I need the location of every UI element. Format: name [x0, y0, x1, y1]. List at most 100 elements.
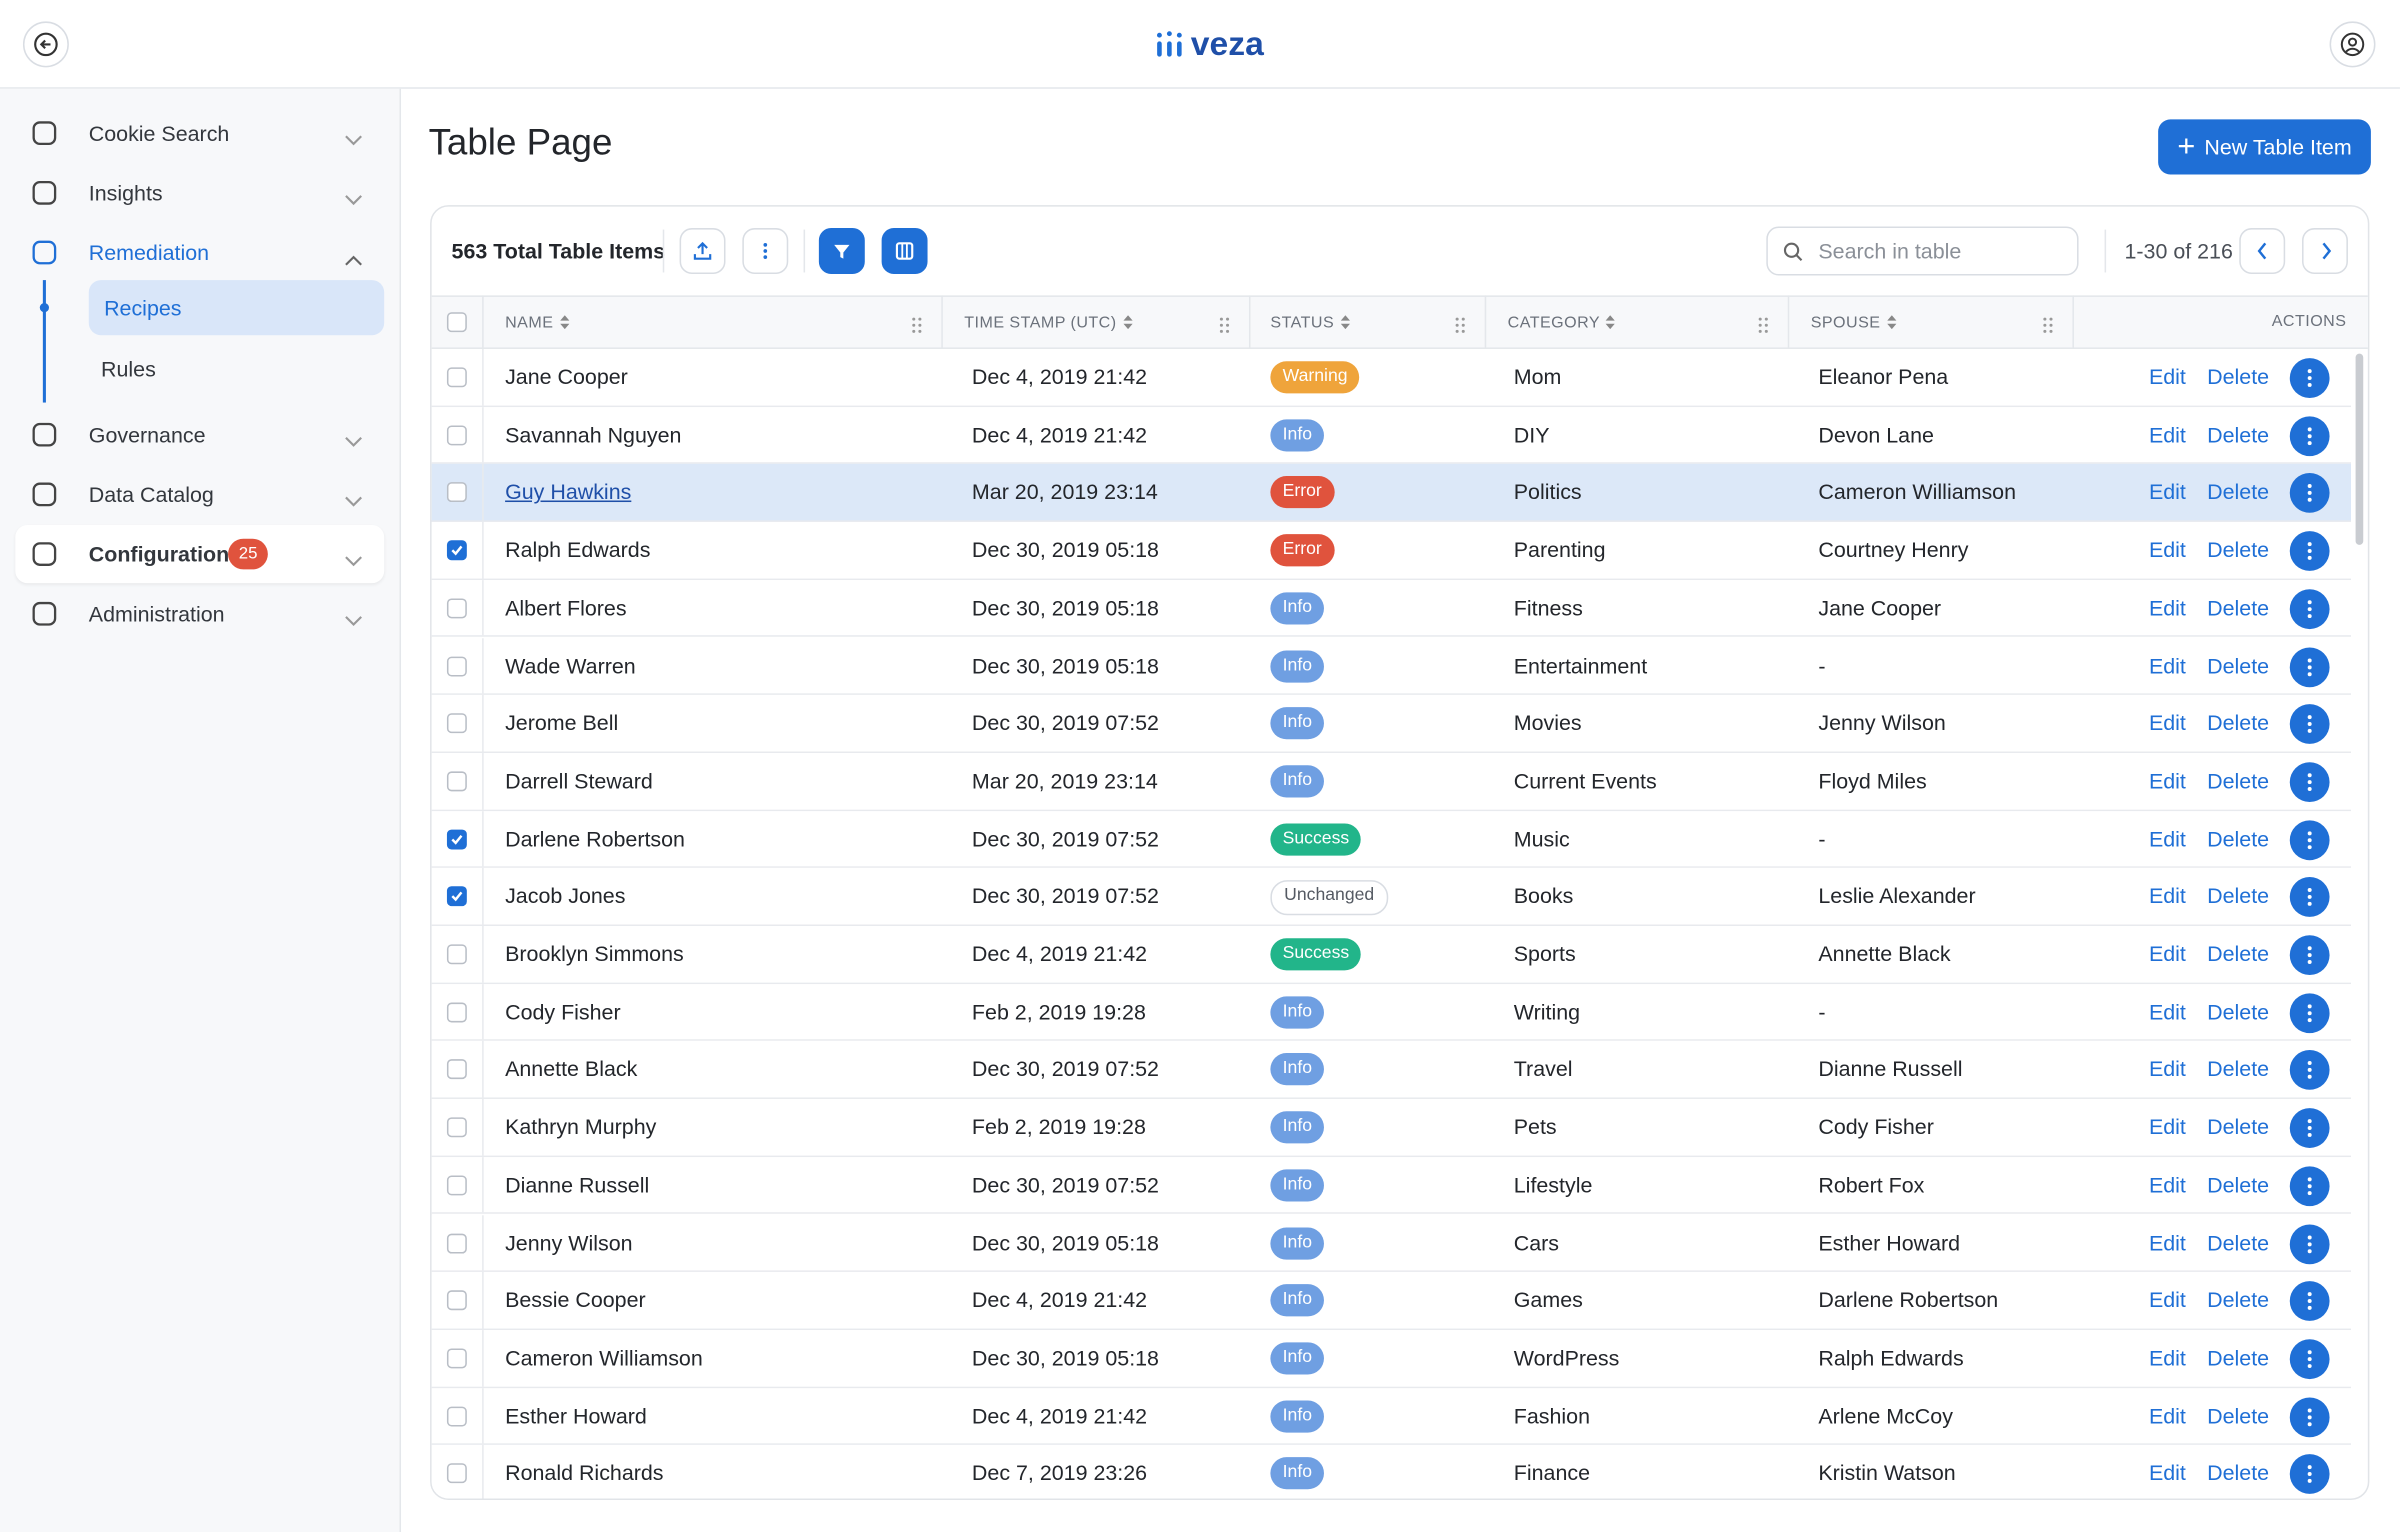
edit-action[interactable]: Edit: [2148, 941, 2186, 966]
column-header[interactable]: TIME STAMP (UTC): [964, 295, 1132, 349]
delete-action[interactable]: Delete: [2207, 710, 2270, 735]
row-checkbox[interactable]: [446, 1232, 467, 1253]
delete-action[interactable]: Delete: [2207, 595, 2270, 620]
row-menu-button[interactable]: [2289, 1281, 2330, 1322]
column-header[interactable]: CATEGORY: [1508, 295, 1616, 349]
row-checkbox[interactable]: [446, 655, 467, 676]
edit-action[interactable]: Edit: [2148, 421, 2186, 447]
row-checkbox[interactable]: [446, 944, 467, 965]
edit-action[interactable]: Edit: [2148, 768, 2186, 793]
delete-action[interactable]: Delete: [2207, 941, 2270, 966]
row-checkbox[interactable]: [446, 598, 467, 619]
row-menu-button[interactable]: [2289, 1166, 2330, 1206]
row-checkbox[interactable]: [446, 713, 467, 734]
toolbar-button[interactable]: [679, 228, 726, 274]
edit-action[interactable]: Edit: [2148, 825, 2186, 851]
edit-action[interactable]: Edit: [2148, 1056, 2186, 1082]
delete-action[interactable]: Delete: [2207, 652, 2270, 678]
nav-item[interactable]: Insights: [15, 164, 384, 222]
back-button[interactable]: [22, 21, 69, 68]
edit-action[interactable]: Edit: [2148, 710, 2186, 735]
nav-item[interactable]: Data Catalog: [15, 465, 384, 523]
row-menu-button[interactable]: [2289, 992, 2330, 1033]
row-menu-button[interactable]: [2289, 1223, 2330, 1264]
name-cell[interactable]: Guy Hawkins: [505, 479, 632, 505]
delete-action[interactable]: Delete: [2207, 1460, 2270, 1486]
row-menu-button[interactable]: [2289, 358, 2330, 398]
column-header[interactable]: NAME: [505, 295, 569, 349]
column-header[interactable]: SPOUSE: [1811, 295, 1896, 349]
edit-action[interactable]: Edit: [2148, 1345, 2186, 1370]
delete-action[interactable]: Delete: [2207, 1402, 2270, 1428]
column-header[interactable]: STATUS: [1270, 295, 1350, 349]
row-checkbox[interactable]: [446, 367, 467, 388]
new-item-button[interactable]: + New Table Item: [2158, 119, 2371, 175]
nav-item[interactable]: Cookie Search: [15, 104, 384, 162]
delete-action[interactable]: Delete: [2207, 1056, 2270, 1082]
edit-action[interactable]: Edit: [2148, 999, 2186, 1024]
row-checkbox[interactable]: [446, 1348, 467, 1369]
edit-action[interactable]: Edit: [2148, 883, 2186, 909]
row-menu-button[interactable]: [2289, 877, 2330, 918]
edit-action[interactable]: Edit: [2148, 1229, 2186, 1255]
edit-action[interactable]: Edit: [2148, 364, 2186, 389]
search-box[interactable]: Search in table: [1766, 226, 2079, 276]
nav-item[interactable]: Configuration 25: [15, 524, 385, 584]
delete-action[interactable]: Delete: [2207, 421, 2270, 447]
row-checkbox[interactable]: [446, 1290, 467, 1311]
header-checkbox[interactable]: [446, 312, 467, 333]
page-button[interactable]: [2302, 228, 2348, 274]
page-button[interactable]: [2239, 228, 2286, 274]
delete-action[interactable]: Delete: [2207, 1172, 2270, 1197]
row-menu-button[interactable]: [2289, 935, 2330, 975]
toolbar-button[interactable]: [742, 228, 789, 274]
row-checkbox[interactable]: [446, 540, 467, 561]
delete-action[interactable]: Delete: [2207, 1345, 2270, 1370]
delete-action[interactable]: Delete: [2207, 999, 2270, 1024]
row-checkbox[interactable]: [446, 425, 467, 445]
row-menu-button[interactable]: [2289, 762, 2330, 802]
row-menu-button[interactable]: [2289, 473, 2330, 514]
row-checkbox[interactable]: [446, 771, 467, 792]
edit-action[interactable]: Edit: [2148, 1172, 2186, 1197]
row-menu-button[interactable]: [2289, 1108, 2330, 1149]
row-checkbox[interactable]: [446, 1059, 467, 1080]
row-checkbox[interactable]: [446, 1002, 467, 1022]
row-menu-button[interactable]: [2289, 588, 2330, 629]
edit-action[interactable]: Edit: [2148, 479, 2186, 505]
edit-action[interactable]: Edit: [2148, 1287, 2186, 1313]
delete-action[interactable]: Delete: [2207, 364, 2270, 389]
row-checkbox[interactable]: [446, 1175, 467, 1196]
delete-action[interactable]: Delete: [2207, 1114, 2270, 1139]
row-menu-button[interactable]: [2289, 646, 2330, 687]
row-checkbox[interactable]: [446, 828, 467, 849]
row-checkbox[interactable]: [446, 886, 467, 907]
row-menu-button[interactable]: [2289, 704, 2330, 745]
edit-action[interactable]: Edit: [2148, 1114, 2186, 1139]
edit-action[interactable]: Edit: [2148, 652, 2186, 678]
nav-item[interactable]: Administration: [15, 585, 384, 643]
profile-button[interactable]: [2329, 21, 2376, 68]
row-menu-button[interactable]: [2289, 1396, 2330, 1437]
toolbar-button[interactable]: [818, 228, 865, 274]
row-checkbox[interactable]: [446, 1405, 467, 1426]
nav-item[interactable]: Remediation: [15, 223, 384, 281]
edit-action[interactable]: Edit: [2148, 1402, 2186, 1428]
delete-action[interactable]: Delete: [2207, 768, 2270, 793]
nav-subitem[interactable]: Rules: [89, 341, 384, 396]
row-checkbox[interactable]: [446, 1117, 467, 1138]
edit-action[interactable]: Edit: [2148, 595, 2186, 620]
row-checkbox[interactable]: [446, 1463, 467, 1484]
row-menu-button[interactable]: [2289, 1339, 2330, 1379]
row-menu-button[interactable]: [2289, 819, 2330, 860]
delete-action[interactable]: Delete: [2207, 883, 2270, 909]
delete-action[interactable]: Delete: [2207, 825, 2270, 851]
row-checkbox[interactable]: [446, 482, 467, 503]
edit-action[interactable]: Edit: [2148, 1460, 2186, 1486]
nav-item[interactable]: Governance: [15, 406, 384, 464]
toolbar-button[interactable]: [881, 228, 928, 274]
row-menu-button[interactable]: [2289, 1050, 2330, 1091]
delete-action[interactable]: Delete: [2207, 537, 2270, 562]
delete-action[interactable]: Delete: [2207, 479, 2270, 505]
row-menu-button[interactable]: [2289, 415, 2330, 456]
